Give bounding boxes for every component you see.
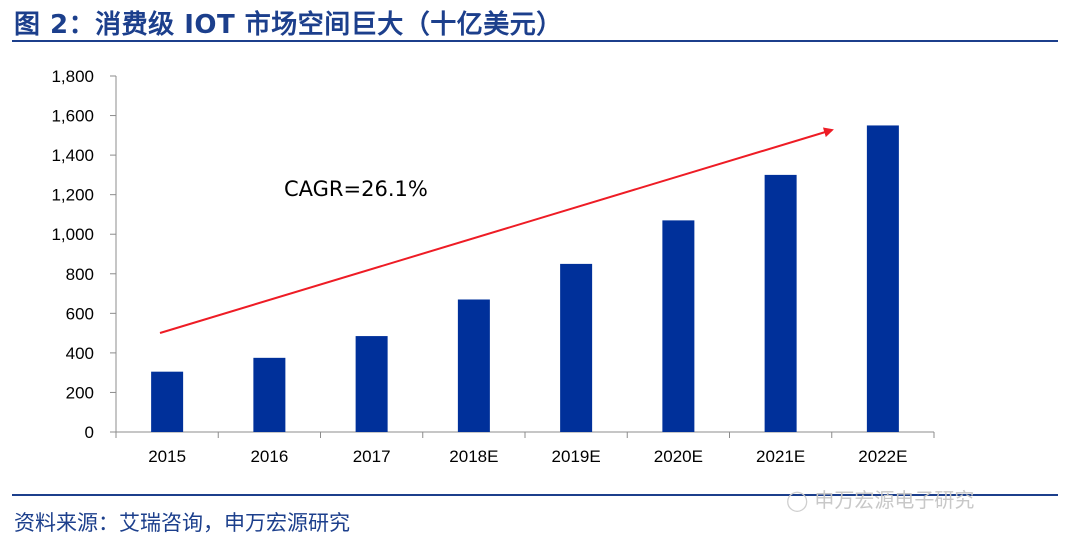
bar-chart: 0 200 400 600 800 1,000 1,200 1,400 1,600 1,800 2… bbox=[51, 67, 935, 466]
figure-title: 图 2：消费级 IOT 市场空间巨大（十亿美元） bbox=[14, 10, 563, 40]
bar-2021E bbox=[764, 174, 797, 432]
x-tick-label: 2017 bbox=[353, 447, 391, 466]
bar-2022E bbox=[866, 125, 899, 432]
y-tick-label: 200 bbox=[66, 383, 94, 402]
y-tick-label: 1,600 bbox=[51, 107, 94, 126]
y-tick-label: 1,000 bbox=[51, 225, 94, 244]
x-tick-label: 2022E bbox=[858, 447, 907, 466]
bar-series bbox=[151, 125, 899, 432]
bar-2018E bbox=[457, 299, 490, 432]
watermark-text: 申万宏源电子研究 bbox=[814, 488, 975, 512]
y-tick-label: 1,400 bbox=[51, 146, 94, 165]
cagr-annotation: CAGR=26.1% bbox=[284, 177, 428, 201]
bar-2015 bbox=[151, 371, 184, 432]
source-note: 资料来源：艾瑞咨询，申万宏源研究 bbox=[14, 511, 350, 535]
x-tick-label: 2020E bbox=[654, 447, 703, 466]
y-tick-label: 0 bbox=[85, 423, 94, 442]
footer-divider bbox=[12, 494, 1058, 496]
y-tick-label: 600 bbox=[66, 304, 94, 323]
y-tick-label: 1,200 bbox=[51, 186, 94, 205]
title-divider bbox=[12, 40, 1058, 42]
x-axis: 2015 2016 2017 2018E 2019E 2020E 2021E 2022E bbox=[115, 431, 935, 466]
x-tick-label: 2015 bbox=[148, 447, 186, 466]
x-tick-label: 2019E bbox=[552, 447, 601, 466]
watermark: ◯ 申万宏源电子研究 bbox=[786, 484, 974, 513]
bar-2020E bbox=[662, 220, 695, 432]
bar-2017 bbox=[355, 336, 388, 432]
x-tick-label: 2018E bbox=[449, 447, 498, 466]
cagr-trend-arrow bbox=[159, 127, 834, 334]
y-tick-label: 800 bbox=[66, 265, 94, 284]
x-tick-label: 2016 bbox=[250, 447, 288, 466]
bar-2019E bbox=[560, 263, 593, 432]
x-tick-label: 2021E bbox=[756, 447, 805, 466]
y-tick-label: 400 bbox=[66, 344, 94, 363]
y-axis: 0 200 400 600 800 1,000 1,200 1,400 1,600 1,800 bbox=[51, 67, 117, 442]
wechat-icon: ◯ bbox=[786, 488, 809, 512]
bar-2016 bbox=[253, 357, 286, 432]
y-tick-label: 1,800 bbox=[51, 67, 94, 86]
